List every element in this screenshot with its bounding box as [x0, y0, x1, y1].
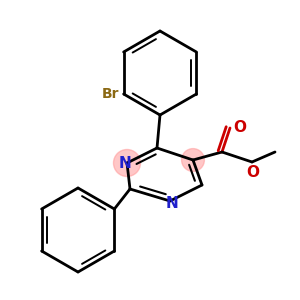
Circle shape: [182, 148, 204, 171]
Text: N: N: [166, 196, 178, 211]
Text: O: O: [233, 119, 246, 134]
Text: O: O: [247, 165, 260, 180]
Text: N: N: [118, 155, 131, 170]
Text: Br: Br: [102, 87, 120, 101]
Circle shape: [113, 149, 140, 176]
